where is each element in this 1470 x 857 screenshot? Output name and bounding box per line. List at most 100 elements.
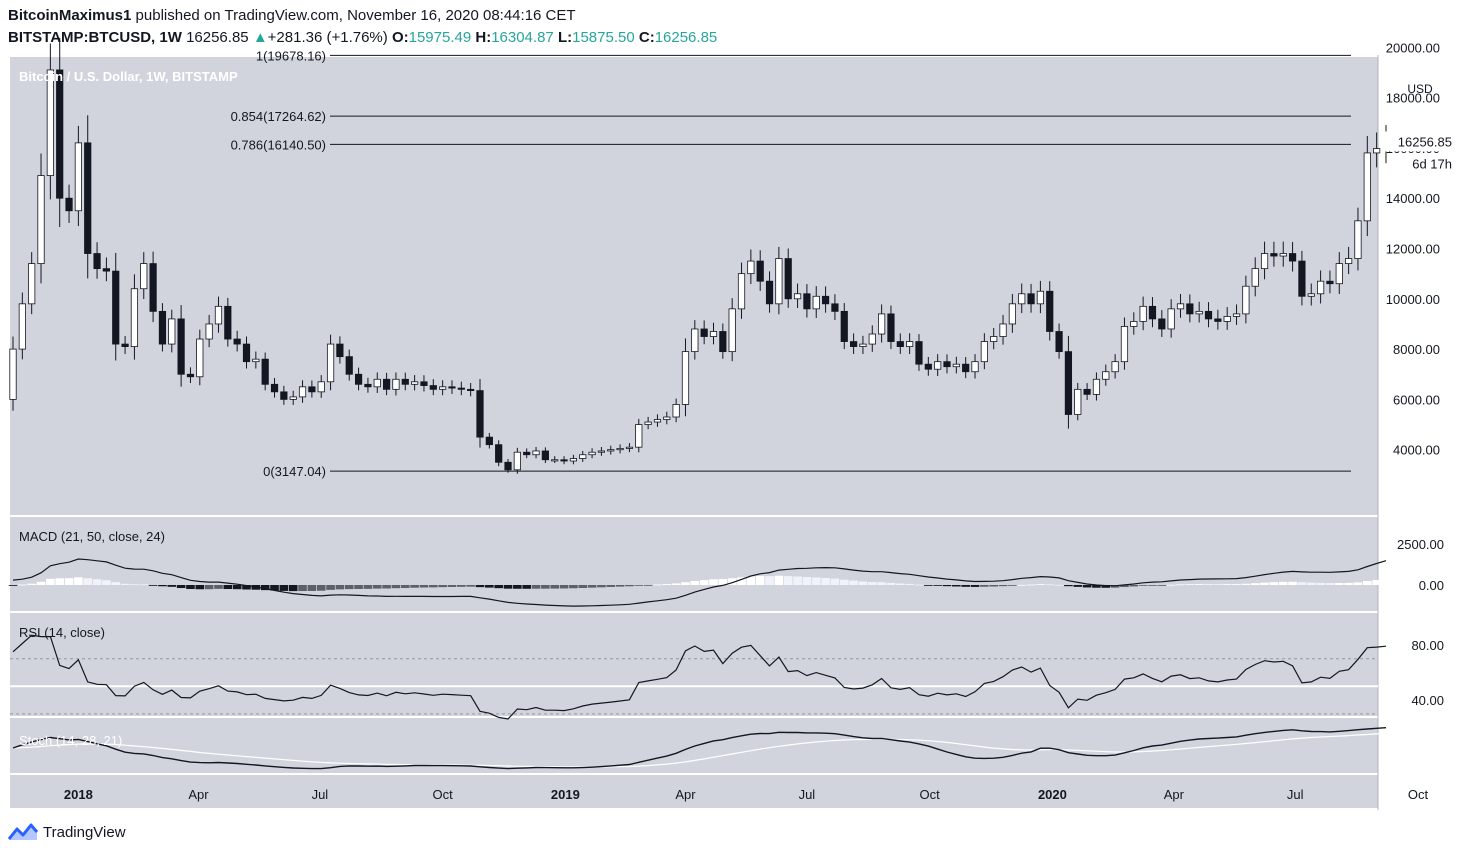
macd-bar	[457, 585, 466, 587]
candle-down	[803, 293, 811, 310]
macd-bar	[513, 585, 522, 589]
candle-up	[1373, 148, 1381, 154]
macd-bar	[886, 582, 896, 585]
macd-bar	[718, 579, 728, 585]
price-axis-tick: 8000.00	[1393, 342, 1440, 357]
candle-up	[1176, 303, 1185, 310]
macd-bar	[1222, 584, 1232, 585]
candle-up	[28, 263, 36, 305]
candle-up	[1307, 293, 1315, 297]
high-value: 16304.87	[491, 29, 554, 46]
candle-down	[420, 381, 428, 386]
last-price-tag: 16256.85	[1398, 134, 1452, 149]
candle-down	[65, 197, 73, 212]
candle-down	[1288, 253, 1297, 262]
macd-bar	[671, 583, 681, 585]
author-name[interactable]: BitcoinMaximus1	[8, 7, 132, 24]
candle-down	[1027, 293, 1035, 305]
publish-text: published on TradingView.com, November 1…	[135, 7, 576, 24]
candle-down	[896, 341, 904, 347]
macd-bar	[989, 585, 998, 587]
macd-bar	[8, 585, 18, 586]
candle-up	[588, 451, 596, 456]
macd-bar	[755, 576, 765, 585]
candle-down	[308, 386, 316, 393]
fib-level-label: 0.786(16140.50)	[231, 137, 326, 152]
candle-up	[1130, 321, 1138, 327]
candle-down	[186, 373, 195, 378]
stoch-k-line	[12, 727, 1387, 770]
time-axis-tick: Apr	[675, 787, 696, 802]
candle-down	[495, 444, 503, 463]
candle-down	[962, 363, 970, 373]
fib-level-label: 0.854(17264.62)	[231, 109, 326, 124]
candles	[9, 37, 1390, 474]
macd-bar	[111, 582, 121, 585]
macd-bar	[242, 585, 251, 590]
macd-bar	[1082, 585, 1092, 588]
candle-up	[1102, 371, 1110, 380]
candle-down	[1270, 253, 1278, 257]
macd-bar	[1129, 585, 1139, 587]
macd-bar	[597, 585, 606, 588]
candle-down	[429, 385, 437, 390]
macd-bar	[1334, 583, 1344, 585]
macd-bar	[522, 585, 531, 589]
candle-up	[709, 331, 718, 337]
candle-up	[1317, 280, 1325, 295]
macd-bar	[316, 585, 326, 591]
stoch-d-line	[12, 732, 1387, 768]
macd-axis-tick: 0.00	[1419, 578, 1444, 593]
macd-bar	[326, 585, 335, 590]
candle-down	[177, 318, 185, 375]
macd-bar	[372, 585, 382, 589]
macd-bar	[839, 579, 849, 585]
candle-down	[821, 295, 830, 305]
macd-bar	[802, 577, 812, 585]
macd-bar	[662, 584, 672, 585]
tradingview-brand[interactable]: TradingView	[8, 823, 126, 841]
candle-down	[1046, 290, 1054, 332]
countdown-box	[1400, 153, 1456, 174]
candle-up	[812, 295, 820, 310]
candle-down	[457, 387, 465, 390]
candle-up	[579, 454, 587, 459]
candle-up	[980, 341, 988, 363]
time-axis-tick: 2018	[64, 787, 93, 802]
macd-bar	[1204, 584, 1213, 585]
macd-bar	[998, 585, 1008, 587]
time-axis-tick: Jul	[312, 787, 329, 802]
macd-bar	[1260, 582, 1269, 585]
candle-down	[364, 383, 372, 388]
macd-bar	[1288, 581, 1297, 585]
candle-down	[467, 388, 475, 391]
macd-bar	[587, 585, 597, 588]
candle-down	[504, 461, 512, 471]
macd-bar	[952, 585, 961, 587]
macd-bar	[531, 585, 541, 589]
rsi-pane	[10, 613, 1378, 716]
macd-bar	[737, 577, 746, 585]
candle-up	[1363, 152, 1371, 222]
candle-down	[121, 343, 129, 347]
candle-down	[242, 343, 251, 363]
stoch-pane	[10, 718, 1378, 773]
candle-up	[18, 303, 26, 350]
open-value: 15975.49	[408, 29, 472, 46]
candle-up	[728, 308, 736, 353]
candle-up	[793, 293, 802, 300]
candle-down	[112, 270, 120, 345]
macd-bar	[980, 585, 989, 587]
macd-bar	[1325, 583, 1335, 585]
candle-up	[373, 378, 381, 388]
macd-bar	[391, 585, 401, 589]
time-axis-tick: Oct	[1408, 787, 1429, 802]
candle-down	[149, 263, 157, 312]
rsi-line	[12, 634, 1387, 720]
candle-down	[354, 373, 363, 385]
macd-bar	[1353, 582, 1363, 585]
candle-up	[747, 260, 755, 275]
main-pane	[10, 57, 1378, 515]
close-value: 16256.85	[654, 29, 718, 46]
